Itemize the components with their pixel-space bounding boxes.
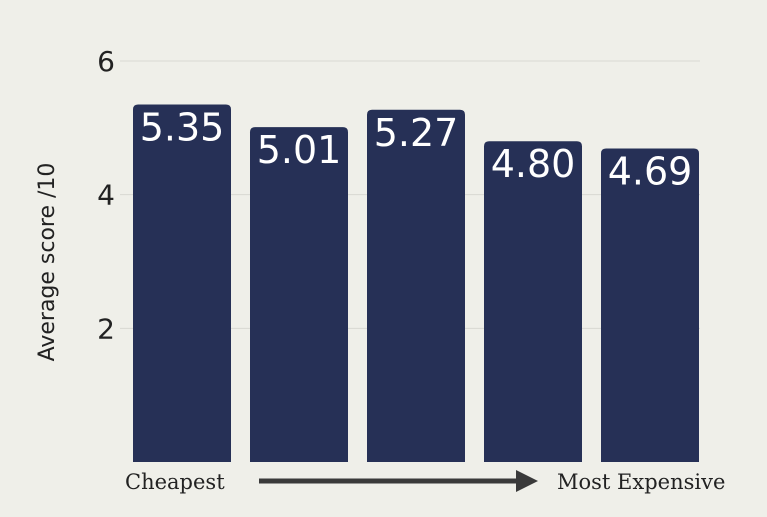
y-axis-title: Average score /10 (35, 163, 60, 362)
y-tick-label: 2 (97, 312, 115, 345)
bar-value-label: 4.80 (491, 142, 576, 186)
y-tick-label: 6 (97, 45, 115, 78)
bars: 5.35 5.01 5.27 4.80 4.69 (133, 104, 699, 463)
direction-arrow (259, 470, 538, 492)
bar-value-label: 5.27 (374, 111, 459, 155)
bar (601, 148, 699, 462)
arrow-head (516, 470, 538, 492)
bar (484, 141, 582, 462)
y-axis-ticks: 2 4 6 (97, 45, 115, 345)
bar-value-label: 5.35 (140, 105, 225, 149)
bar-value-label: 5.01 (257, 128, 342, 172)
bar (250, 127, 348, 462)
x-end-label: Most Expensive (557, 470, 725, 494)
bar (133, 104, 231, 463)
bar-value-label: 4.69 (608, 150, 693, 194)
bar (367, 109, 465, 462)
x-start-label: Cheapest (125, 470, 225, 494)
y-tick-label: 4 (97, 179, 115, 212)
